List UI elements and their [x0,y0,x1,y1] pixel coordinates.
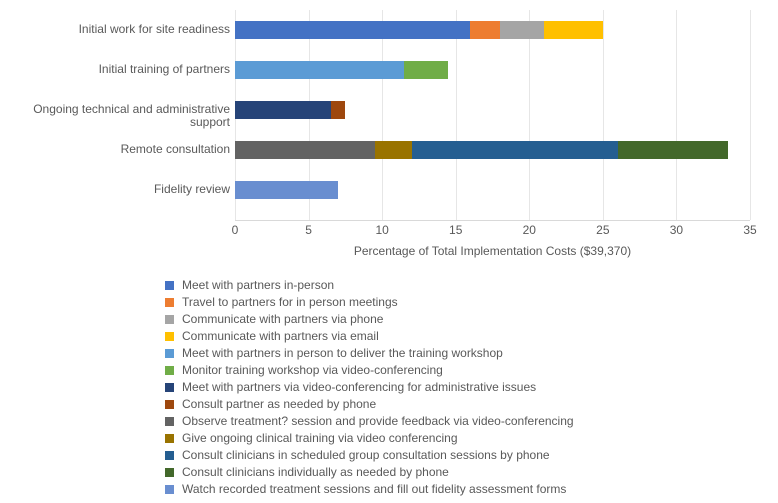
cost-breakdown-chart: 0 5 10 15 20 25 30 35 Initial work for site rea… [0,0,778,503]
legend-label: Monitor training workshop via video-conf… [182,363,443,377]
legend-swatch [165,281,174,290]
legend-label: Meet with partners in-person [182,278,334,292]
x-tick-label: 25 [583,223,623,237]
bar-segment [404,61,448,79]
legend-swatch [165,451,174,460]
legend-swatch [165,434,174,443]
legend-swatch [165,366,174,375]
x-tick-label: 0 [215,223,255,237]
legend-item: Watch recorded treatment sessions and fi… [165,482,725,496]
gridline [603,10,604,220]
x-tick-label: 15 [436,223,476,237]
legend-item: Consult partner as needed by phone [165,397,725,411]
legend-item: Consult clinicians in scheduled group co… [165,448,725,462]
legend-item: Monitor training workshop via video-conf… [165,363,725,377]
gridline [676,10,677,220]
legend-label: Give ongoing clinical training via video… [182,431,458,445]
category-label: Ongoing technical and administrative sup… [10,103,230,129]
x-tick-label: 10 [362,223,402,237]
legend-item: Travel to partners for in person meeting… [165,295,725,309]
gridline [750,10,751,220]
legend-swatch [165,417,174,426]
legend-label: Consult partner as needed by phone [182,397,376,411]
legend-label: Consult clinicians in scheduled group co… [182,448,550,462]
legend-swatch [165,468,174,477]
legend-label: Communicate with partners via email [182,329,379,343]
category-label: Initial work for site readiness [10,23,230,36]
legend-item: Meet with partners in-person [165,278,725,292]
x-tick-label: 20 [509,223,549,237]
legend: Meet with partners in-person Travel to pa… [165,278,725,499]
bar-segment [470,21,499,39]
x-axis-title: Percentage of Total Implementation Costs… [235,244,750,258]
legend-swatch [165,383,174,392]
legend-item: Meet with partners in person to deliver … [165,346,725,360]
category-label: Remote consultation [10,143,230,156]
bar-segment [235,61,404,79]
legend-label: Meet with partners via video-conferencin… [182,380,536,394]
bar-segment [500,21,544,39]
x-tick-label: 5 [289,223,329,237]
legend-label: Consult clinicians individually as neede… [182,465,449,479]
legend-item: Give ongoing clinical training via video… [165,431,725,445]
gridline [456,10,457,220]
legend-label: Watch recorded treatment sessions and fi… [182,482,566,496]
legend-swatch [165,400,174,409]
legend-item: Consult clinicians individually as neede… [165,465,725,479]
legend-swatch [165,332,174,341]
legend-swatch [165,485,174,494]
legend-item: Communicate with partners via phone [165,312,725,326]
bar-segment [235,141,375,159]
x-tick-label: 35 [730,223,770,237]
category-label: Fidelity review [10,183,230,196]
legend-swatch [165,349,174,358]
bar-segment [235,21,470,39]
bar-segment [412,141,618,159]
legend-label: Observe treatment? session and provide f… [182,414,574,428]
legend-label: Travel to partners for in person meeting… [182,295,398,309]
x-tick-label: 30 [656,223,696,237]
bar-segment [375,141,412,159]
category-label: Initial training of partners [10,63,230,76]
legend-item: Communicate with partners via email [165,329,725,343]
legend-item: Observe treatment? session and provide f… [165,414,725,428]
legend-swatch [165,315,174,324]
legend-swatch [165,298,174,307]
gridline [529,10,530,220]
legend-label: Communicate with partners via phone [182,312,383,326]
legend-label: Meet with partners in person to deliver … [182,346,503,360]
bar-segment [618,141,728,159]
bar-segment [544,21,603,39]
bar-segment [331,101,346,119]
bar-segment [235,181,338,199]
bar-segment [235,101,331,119]
gridline [382,10,383,220]
legend-item: Meet with partners via video-conferencin… [165,380,725,394]
